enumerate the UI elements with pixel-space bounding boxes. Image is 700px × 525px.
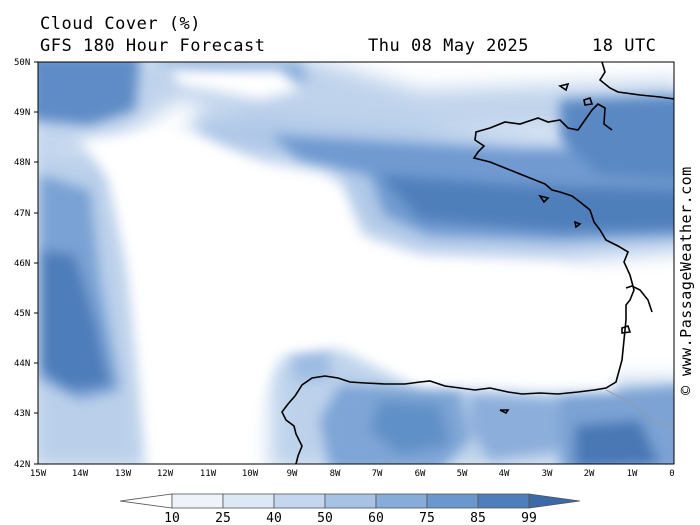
forecast-time: 18 UTC (592, 36, 657, 56)
axis-ticks (34, 61, 38, 465)
lon-label: 6W (415, 469, 426, 479)
credit-watermark: © www.PassageWeather.com (677, 166, 695, 395)
legend-arrow-right (528, 493, 581, 509)
legend-swatch (171, 493, 224, 509)
legend-value: 25 (215, 511, 231, 525)
lon-label: 12W (157, 469, 174, 479)
legend-value: 60 (368, 511, 384, 525)
header: Cloud Cover (%) GFS 180 Hour Forecast Th… (0, 0, 700, 60)
lat-label: 45N (14, 309, 30, 319)
lon-label: 5W (457, 469, 468, 479)
forecast-subtitle: GFS 180 Hour Forecast (40, 36, 266, 56)
legend-value: 10 (164, 511, 180, 525)
cloud-field (38, 62, 674, 464)
lat-label: 47N (14, 209, 30, 219)
lon-label: 10W (242, 469, 259, 479)
legend-swatch (273, 493, 326, 509)
legend-value: 40 (266, 511, 282, 525)
lon-label: 13W (115, 469, 132, 479)
legend-swatch (426, 493, 479, 509)
legend: 10 25 40 50 60 75 85 99 (119, 493, 581, 525)
lon-label: 11W (200, 469, 217, 479)
lon-label: 14W (72, 469, 89, 479)
legend-value: 85 (470, 511, 486, 525)
lat-label: 49N (14, 108, 30, 118)
legend-arrow-left (119, 493, 173, 509)
map-title: Cloud Cover (%) (40, 14, 202, 34)
lat-label: 46N (14, 259, 30, 269)
lon-label: 8W (330, 469, 341, 479)
lon-label: 7W (372, 469, 383, 479)
legend-swatch (477, 493, 530, 509)
legend-value: 99 (521, 511, 537, 525)
lon-label: 2W (584, 469, 595, 479)
lat-label: 50N (14, 58, 30, 68)
lon-label: 9W (287, 469, 298, 479)
lat-label: 43N (14, 409, 30, 419)
lat-label: 48N (14, 158, 30, 168)
lon-label: 0 (669, 469, 674, 479)
coastline (281, 62, 674, 464)
legend-swatch (324, 493, 377, 509)
lon-label: 3W (542, 469, 553, 479)
latitude-labels: 50N 49N 48N 47N 46N 45N 44N 43N 42N (14, 58, 30, 470)
lon-label: 1W (627, 469, 638, 479)
forecast-date: Thu 08 May 2025 (368, 36, 530, 56)
lon-label: 15W (30, 469, 47, 479)
legend-value: 50 (317, 511, 333, 525)
legend-swatch (375, 493, 428, 509)
legend-swatch (222, 493, 275, 509)
lon-label: 4W (499, 469, 510, 479)
lat-label: 44N (14, 359, 30, 369)
longitude-labels: 15W 14W 13W 12W 11W 10W 9W 8W 7W 6W 5W 4… (30, 469, 675, 479)
lat-label: 42N (14, 460, 30, 470)
legend-value: 75 (419, 511, 435, 525)
